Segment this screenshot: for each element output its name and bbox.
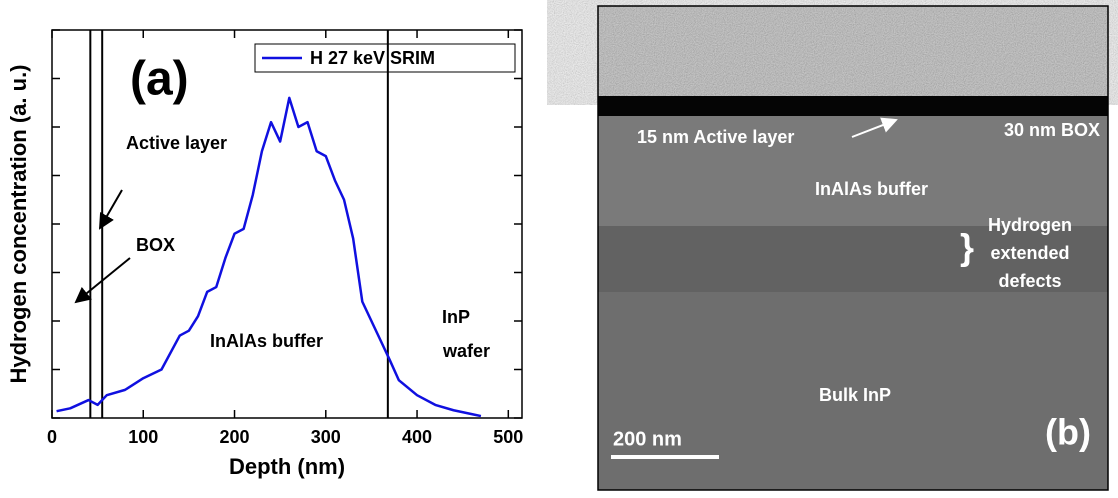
annotation: BOX [136, 235, 175, 255]
x-tick-label: 400 [402, 427, 432, 447]
label: defects [998, 271, 1061, 291]
label: InAlAs buffer [815, 179, 928, 199]
x-tick-label: 200 [220, 427, 250, 447]
arrow [851, 117, 898, 138]
label: 30 nm BOX [1004, 120, 1100, 140]
micrograph-noise [598, 6, 1108, 96]
annotation: InAlAs buffer [210, 331, 323, 351]
annotation: Active layer [126, 133, 227, 153]
label: Hydrogen [988, 215, 1072, 235]
arrow [98, 189, 123, 230]
x-tick-label: 100 [128, 427, 158, 447]
label: Bulk InP [819, 385, 891, 405]
x-tick-label: 300 [311, 427, 341, 447]
box-layer [598, 96, 1108, 116]
scale-label: 200 nm [613, 428, 682, 450]
brace: } [960, 227, 974, 268]
x-axis-label: Depth (nm) [229, 454, 345, 479]
annotation: InP [442, 307, 470, 327]
panel-label: (b) [1045, 412, 1091, 453]
legend-label: H 27 keV SRIM [310, 48, 435, 68]
scale-bar [611, 455, 719, 459]
legend [254, 43, 516, 73]
x-tick-label: 500 [493, 427, 523, 447]
x-tick-label: 0 [47, 427, 57, 447]
panel-b: 30 nm BOX 15 nm Active layer InAlAs buff… [597, 5, 1109, 491]
y-axis-label: Hydrogen concentration (a. u.) [6, 64, 31, 383]
panel-a: (a) Depth (nm) Hydrogen concentration (a… [6, 29, 523, 479]
series-line [56, 96, 482, 418]
buffer-region [598, 116, 1108, 226]
frame [597, 5, 1109, 491]
annotation: wafer [442, 341, 490, 361]
label: extended [990, 243, 1069, 263]
label: 15 nm Active layer [637, 127, 794, 147]
panel-label: (a) [130, 53, 189, 106]
defect-band [598, 226, 1108, 292]
